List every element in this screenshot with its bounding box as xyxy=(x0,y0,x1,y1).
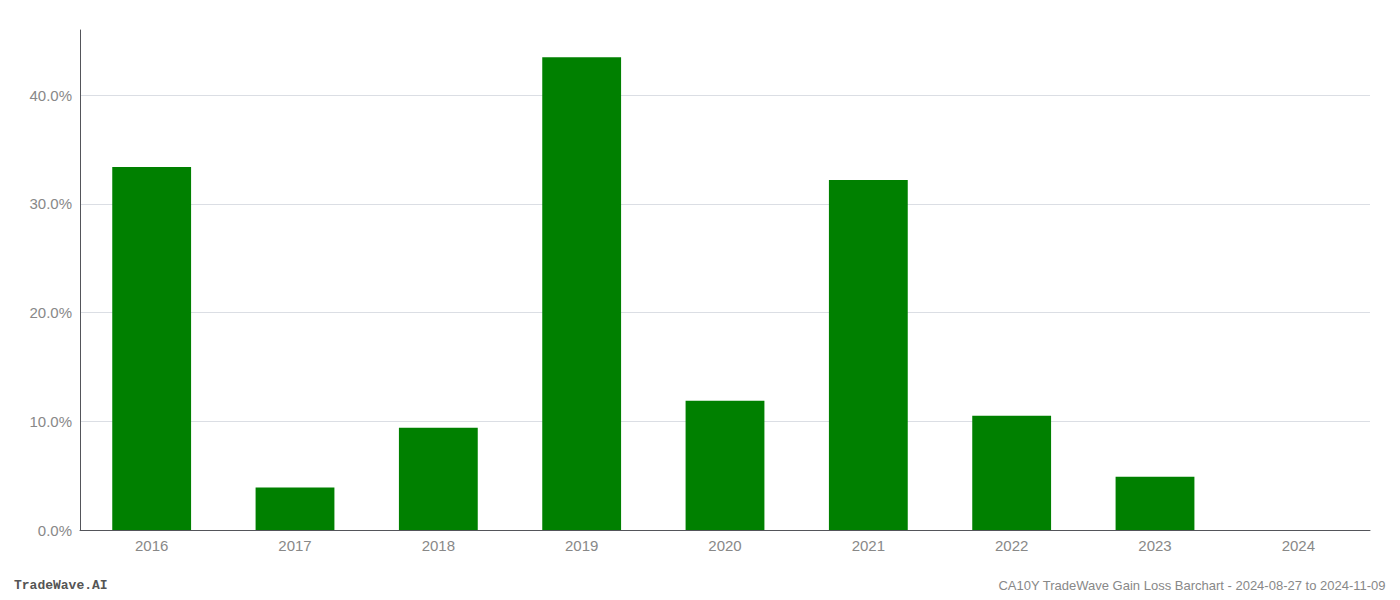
svg-text:2018: 2018 xyxy=(422,537,455,554)
svg-text:30.0%: 30.0% xyxy=(29,195,72,212)
svg-text:0.0%: 0.0% xyxy=(38,522,72,539)
svg-text:CA10Y TradeWave Gain Loss Barc: CA10Y TradeWave Gain Loss Barchart - 202… xyxy=(998,578,1385,593)
svg-text:2022: 2022 xyxy=(995,537,1028,554)
svg-text:2021: 2021 xyxy=(852,537,885,554)
svg-text:2020: 2020 xyxy=(708,537,741,554)
svg-text:10.0%: 10.0% xyxy=(29,413,72,430)
svg-text:2019: 2019 xyxy=(565,537,598,554)
svg-text:2016: 2016 xyxy=(135,537,168,554)
svg-text:2023: 2023 xyxy=(1138,537,1171,554)
svg-text:2024: 2024 xyxy=(1282,537,1315,554)
svg-text:2017: 2017 xyxy=(278,537,311,554)
svg-text:TradeWave.AI: TradeWave.AI xyxy=(14,578,108,593)
svg-text:40.0%: 40.0% xyxy=(29,87,72,104)
svg-text:20.0%: 20.0% xyxy=(29,304,72,321)
